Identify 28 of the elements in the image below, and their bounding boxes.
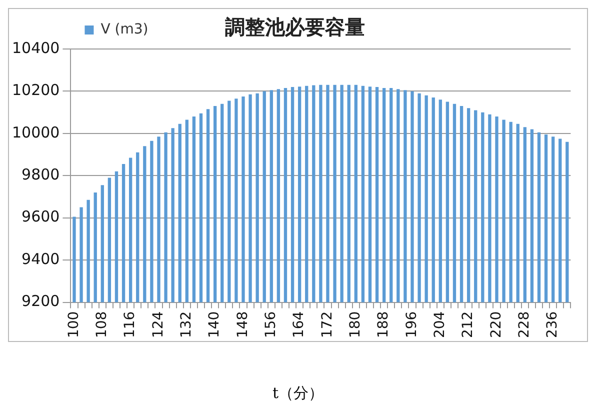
y-tick-label: 10200 [12,81,60,100]
chart-title: 調整池必要容量 [225,15,365,40]
x-tick-label: 132 [178,311,195,338]
y-tick-label: 10000 [12,123,60,142]
x-tick-label: 164 [291,311,308,338]
y-tick-label: 9800 [22,166,60,184]
x-tick-label: 188 [376,311,392,338]
y-tick-label: 10400 [12,38,60,57]
x-tick-label: 196 [404,311,420,338]
x-axis-title: t（分） [271,384,325,403]
x-tick-label: 140 [206,311,223,338]
x-tick-label: 220 [488,311,504,338]
x-tick-label: 212 [460,311,476,338]
x-tick-label: 172 [319,311,336,338]
x-tick-label: 180 [348,311,364,338]
x-tick-label: 156 [263,311,280,338]
x-tick-label: 100 [66,311,82,338]
y-tick-label: 9200 [22,292,60,310]
x-tick-label: 108 [94,311,110,338]
legend-label: V (m3) [100,22,148,38]
x-tick-label: 228 [516,311,533,338]
y-tick-label: 9400 [22,250,60,268]
y-tick-label: 9600 [22,208,60,226]
x-tick-label: 236 [544,311,561,338]
x-tick-label: 148 [234,311,251,338]
x-tick-label: 204 [432,311,448,338]
x-tick-label: 116 [122,311,138,338]
x-tick-label: 124 [150,311,166,338]
